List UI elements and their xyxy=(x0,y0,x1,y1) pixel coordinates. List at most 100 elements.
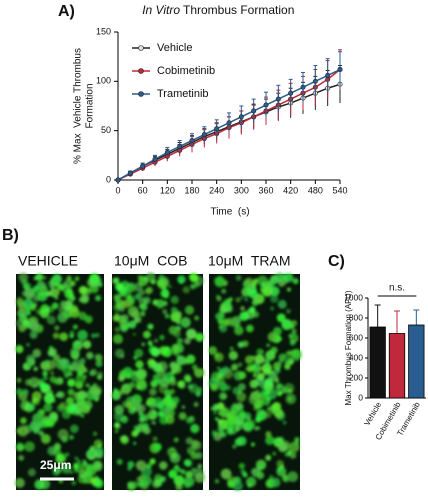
micrograph-spot xyxy=(232,315,242,325)
micrograph-spot xyxy=(245,476,257,487)
micrograph-spot xyxy=(135,360,144,369)
micrograph-spot xyxy=(29,330,38,339)
micrograph-spot xyxy=(59,300,67,308)
micrograph-spot xyxy=(191,440,202,451)
micrograph-spot xyxy=(267,331,278,342)
micrograph-spot xyxy=(143,423,148,428)
micrograph-spot xyxy=(82,340,92,349)
micrograph-spot xyxy=(145,272,156,283)
micrograph-spot xyxy=(17,425,29,437)
micrograph-spot xyxy=(137,481,144,487)
micrograph-spot xyxy=(76,369,84,377)
micrograph-spot xyxy=(43,375,48,381)
micrograph-spot xyxy=(76,395,86,405)
micrograph-spot xyxy=(139,415,147,423)
micrograph-spot xyxy=(114,393,121,400)
micrograph-spot xyxy=(288,333,293,338)
micrograph-spot xyxy=(126,295,132,301)
micrograph-spot xyxy=(286,287,291,292)
micrograph-spot xyxy=(27,468,36,477)
micrograph-spot xyxy=(122,299,131,308)
micrograph-spot xyxy=(78,339,83,344)
x-tick-label: 240 xyxy=(209,185,224,195)
y-tick-label: 800 xyxy=(349,312,363,322)
micrograph-spot xyxy=(53,354,61,362)
micrograph-spot xyxy=(59,332,69,342)
panel-label: B) xyxy=(2,227,19,244)
micrograph-spot xyxy=(263,358,267,363)
micrograph-spot xyxy=(159,334,165,341)
micrograph-spot xyxy=(113,277,120,284)
micrograph-spot xyxy=(131,405,137,412)
micrograph-spot xyxy=(127,460,135,468)
point xyxy=(288,90,294,96)
micrograph-spot xyxy=(78,311,87,321)
micrograph-spot xyxy=(94,460,102,469)
micrograph-spot xyxy=(120,435,129,445)
micrograph-spot xyxy=(40,434,51,444)
micrograph-spot xyxy=(136,476,143,483)
micrograph-spot xyxy=(25,354,36,364)
y-axis-label: Max Thrombus Formation (AFU) xyxy=(344,290,353,405)
micrograph-spot xyxy=(114,348,125,359)
micrograph-spot xyxy=(176,320,181,325)
micrograph-spot xyxy=(156,278,168,289)
point xyxy=(214,126,220,132)
micrograph-spot xyxy=(270,477,281,488)
micrograph-spot xyxy=(188,415,196,423)
micrograph-spot xyxy=(70,347,80,358)
micrograph-spot xyxy=(248,288,258,299)
micrograph-spot xyxy=(134,348,144,358)
y-tick-label: 600 xyxy=(349,332,363,342)
x-tick-label: 0 xyxy=(115,185,120,195)
micrograph-texture xyxy=(111,272,206,491)
micrograph-spot xyxy=(292,330,296,335)
micrograph-spot xyxy=(45,399,50,404)
micrograph-spot xyxy=(35,273,44,281)
micrograph-spot xyxy=(284,363,291,370)
micrograph-spot xyxy=(258,463,265,469)
y-tick-label: 100 xyxy=(96,76,111,86)
micrograph-spot xyxy=(190,423,200,434)
micrograph-spot xyxy=(186,328,197,340)
point xyxy=(275,96,281,102)
micrograph-spot xyxy=(69,435,74,440)
micrograph-spot xyxy=(89,447,94,452)
micrograph-spot xyxy=(47,281,52,286)
micrograph-spot xyxy=(170,306,178,314)
micrograph-spot xyxy=(148,324,154,330)
micrograph-spot xyxy=(188,383,199,394)
micrograph-spot xyxy=(138,424,144,430)
scale-bar-label: 25μm xyxy=(40,458,71,472)
micrograph-spot xyxy=(162,396,172,407)
micrograph-spot xyxy=(49,417,55,423)
micrograph-spot xyxy=(264,377,274,387)
micrograph-spot xyxy=(26,361,32,368)
micrograph-spot xyxy=(220,393,228,400)
micrograph-spot xyxy=(74,391,79,396)
micrograph-spot xyxy=(256,426,261,430)
micrograph-spot xyxy=(239,311,249,321)
micrograph-spot xyxy=(220,468,232,480)
micrograph-spot xyxy=(262,397,271,406)
micrograph-spot xyxy=(39,284,48,294)
micrograph-spot xyxy=(157,361,168,372)
micrograph-spot xyxy=(294,436,300,443)
micrograph-spot xyxy=(245,367,249,372)
micrograph-spot xyxy=(182,286,190,294)
micrograph-spot xyxy=(287,350,292,355)
micrograph-spot xyxy=(95,295,102,302)
micrograph-spot xyxy=(184,305,195,315)
micrograph-spot xyxy=(152,410,157,415)
micrograph-spot xyxy=(143,276,148,281)
micrograph-spot xyxy=(245,355,254,365)
micrograph-spot xyxy=(274,442,279,447)
micrograph-spot xyxy=(61,409,71,419)
micrograph-spot xyxy=(169,379,177,386)
micrograph-spot xyxy=(57,428,69,440)
micrograph-spot xyxy=(83,374,87,379)
micrograph-spot xyxy=(168,284,172,289)
image-label: 10μM TRAM xyxy=(208,253,291,269)
micrograph-spot xyxy=(169,388,175,395)
